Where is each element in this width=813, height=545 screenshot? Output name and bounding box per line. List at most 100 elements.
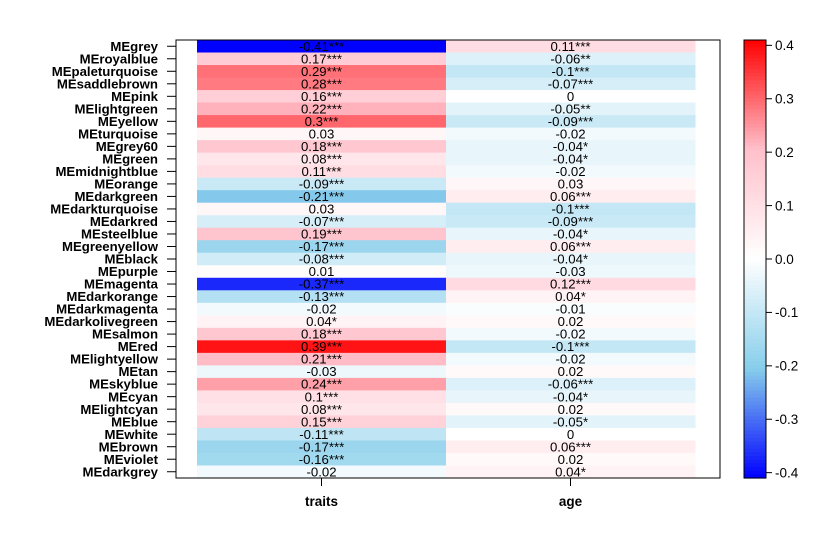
legend-gradient-step	[744, 412, 766, 417]
cell-label-MEblue-age: -0.05*	[553, 414, 588, 429]
cell-label-MEdarkred-age: -0.09***	[548, 214, 593, 229]
legend-gradient-step	[744, 474, 766, 479]
row-label-MElightcyan: MElightcyan	[80, 402, 158, 417]
cell-label-MEpink-age: 0	[567, 89, 574, 104]
legend-gradient-step	[744, 361, 766, 366]
row-label-MEwhite: MEwhite	[105, 427, 158, 442]
row-label-MEskyblue: MEskyblue	[89, 377, 158, 392]
legend-gradient-step	[744, 109, 766, 114]
heatmap-cell-MEdarkgrey-traits	[197, 465, 447, 479]
legend-gradient-step	[744, 456, 766, 461]
legend-gradient-step	[744, 310, 766, 315]
legend-gradient-step	[744, 138, 766, 143]
legend-gradient-step	[744, 233, 766, 238]
cell-label-MEpaleturquoise-traits: 0.29***	[301, 64, 342, 79]
cell-label-MEorange-age: 0.03	[558, 177, 584, 192]
legend-gradient-step	[744, 186, 766, 191]
legend-gradient-step	[744, 134, 766, 140]
cell-label-MEturquoise-traits: 0.03	[309, 126, 335, 141]
heatmap-cell-MElightgreen-age	[446, 102, 696, 116]
legend-gradient-step	[744, 375, 766, 381]
legend-gradient-step	[744, 397, 766, 402]
heatmap-cell-MEgrey-age	[446, 40, 696, 54]
heatmap-cell-MEred-traits	[197, 340, 447, 354]
column-label-traits: traits	[305, 494, 338, 509]
cell-label-MEdarkorange-traits: -0.13***	[299, 289, 344, 304]
heatmap-cell-MEroyalblue-age	[446, 52, 696, 66]
cell-label-MEred-traits: 0.39***	[301, 339, 342, 354]
legend-gradient-step	[744, 156, 766, 162]
heatmap-cell-MEgreen-traits	[197, 152, 447, 166]
heatmap-cell-MEdarkorange-age	[446, 290, 696, 304]
heatmap-cell-MEpink-age	[446, 90, 696, 104]
legend-gradient-step	[744, 302, 766, 308]
legend-gradient-step	[744, 94, 766, 99]
row-label-MElightyellow: MElightyellow	[70, 352, 159, 367]
legend-gradient-step	[744, 120, 766, 125]
legend-gradient-step	[744, 189, 766, 194]
legend-gradient-step	[744, 306, 766, 311]
legend-gradient-step	[744, 182, 766, 187]
color-legend: 0.4 0.3 0.2 0.1 0.0 -0.1 -0.2 -0.3 -0.4	[743, 38, 799, 480]
cell-label-MEbrown-age: 0.06***	[550, 439, 591, 454]
legend-gradient-step	[744, 116, 766, 121]
heatmap-cell-MEturquoise-traits	[197, 127, 447, 141]
cell-label-MEmidnightblue-traits: 0.11***	[301, 164, 341, 179]
cell-label-MEdarkturquoise-traits: 0.03	[309, 202, 335, 217]
heatmap-cell-MEsaddlebrown-traits	[197, 77, 447, 91]
legend-gradient-step	[744, 127, 766, 132]
row-label-MEblack: MEblack	[104, 252, 158, 267]
legend-gradient-step	[744, 153, 766, 158]
heatmap-cell-MEblack-age	[446, 252, 696, 266]
legend-gradient-step	[744, 142, 766, 147]
row-label-MEcyan: MEcyan	[108, 389, 158, 404]
heatmap-cell-MEskyblue-traits	[197, 377, 447, 391]
cell-label-MEcyan-age: -0.04*	[553, 389, 588, 404]
legend-gradient-step	[744, 350, 766, 355]
cell-label-MEviolet-age: 0.02	[558, 452, 584, 467]
heatmap-cell-MEmidnightblue-age	[446, 165, 696, 179]
cell-label-MEpaleturquoise-age: -0.1***	[551, 64, 589, 79]
cell-label-MEgreen-age: -0.04*	[553, 151, 588, 166]
cell-label-MEtan-traits: -0.03	[306, 364, 336, 379]
cell-label-MEroyalblue-age: -0.06**	[550, 51, 590, 66]
heatmap-cell-MEpaleturquoise-traits	[197, 65, 447, 79]
legend-gradient-step	[744, 251, 766, 256]
cell-label-MEdarkolivegreen-traits: 0.04*	[306, 314, 337, 329]
legend-gradient-step	[744, 299, 766, 304]
cell-label-MElightgreen-age: -0.05**	[550, 101, 590, 116]
cell-label-MElightcyan-age: 0.02	[558, 402, 584, 417]
row-label-MEdarkgrey: MEdarkgrey	[83, 464, 159, 479]
legend-gradient-step	[744, 434, 766, 439]
legend-gradient-step	[744, 131, 766, 136]
heatmap-cell-MEorange-age	[446, 177, 696, 191]
legend-gradient-step	[744, 215, 766, 220]
cell-label-MEgrey-traits: -0.41***	[299, 39, 344, 54]
legend-gradient-step	[744, 332, 766, 337]
legend-gradient-step	[744, 401, 766, 406]
heatmap-cell-MEyellow-age	[446, 115, 696, 129]
row-label-MEdarkturquoise: MEdarkturquoise	[50, 202, 158, 217]
legend-gradient-step	[744, 441, 766, 446]
legend-gradient-step	[744, 160, 766, 165]
heatmap-cell-MEpurple-age	[446, 265, 696, 279]
cell-label-MEdarkmagenta-age: -0.01	[555, 302, 585, 317]
row-label-MEyellow: MEyellow	[98, 114, 159, 129]
heatmap-cell-MEgrey-traits	[197, 40, 447, 54]
cell-label-MEpurple-age: -0.03	[555, 264, 585, 279]
row-label-MEdarkgreen: MEdarkgreen	[74, 189, 158, 204]
cell-label-MEsteelblue-age: -0.04*	[553, 227, 588, 242]
row-label-MEsaddlebrown: MEsaddlebrown	[57, 76, 158, 91]
cell-label-MEgreenyellow-traits: -0.17***	[299, 239, 344, 254]
legend-tick-label: 0.4	[775, 38, 794, 53]
legend-gradient-step	[744, 145, 766, 151]
legend-gradient-step	[744, 87, 766, 92]
cell-label-MEblack-age: -0.04*	[553, 252, 588, 267]
legend-gradient-step	[744, 313, 766, 318]
legend-gradient-step	[744, 255, 766, 260]
legend-tick-label: -0.4	[775, 465, 799, 480]
cell-label-MEdarkgreen-age: 0.06***	[550, 189, 591, 204]
legend-gradient-step	[744, 321, 766, 326]
legend-gradient-step	[744, 207, 766, 213]
